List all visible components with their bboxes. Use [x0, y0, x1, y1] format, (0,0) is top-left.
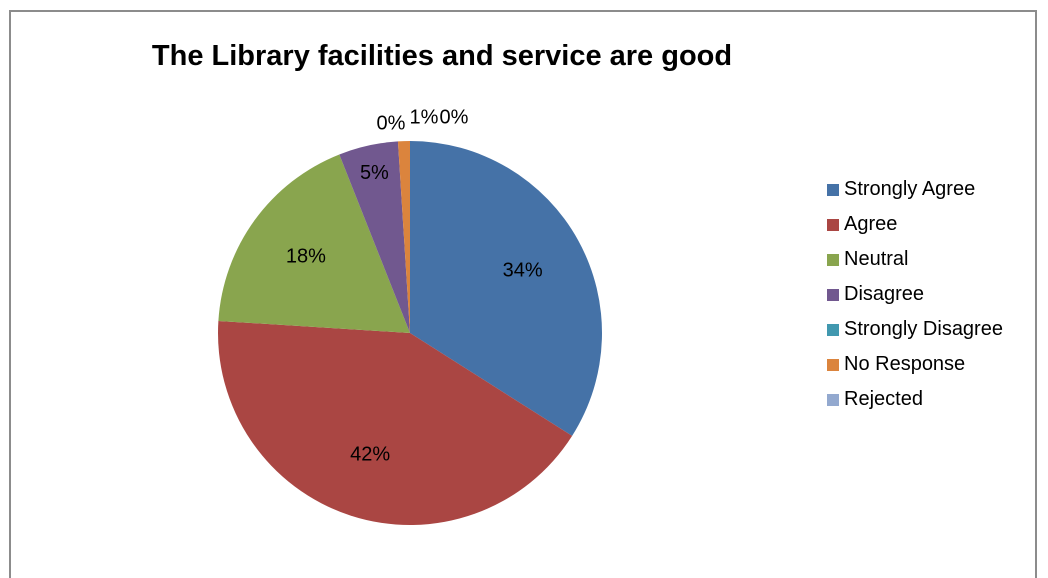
legend-swatch-rejected: [827, 393, 839, 406]
legend-label-neutral: Neutral: [844, 248, 909, 270]
legend-item-neutral: Neutral: [827, 242, 1003, 277]
data-label-neutral: 18%: [286, 246, 326, 268]
data-label-agree: 42%: [350, 444, 390, 466]
legend-label-strongly-disagree: Strongly Disagree: [844, 318, 1003, 340]
legend-item-strongly-disagree: Strongly Disagree: [827, 312, 1003, 347]
data-label-strongly-disagree: 0%: [377, 112, 406, 134]
pie-slice-no-response: [397, 141, 410, 333]
data-label-disagree: 5%: [360, 162, 389, 184]
pie-slice-strongly-agree: [410, 141, 602, 436]
legend-swatch-neutral: [827, 253, 839, 266]
data-label-rejected: 0%: [440, 106, 469, 128]
legend-item-rejected: Rejected: [827, 382, 1003, 417]
legend-item-no-response: No Response: [827, 347, 1003, 382]
legend-swatch-disagree: [827, 288, 839, 301]
legend-label-rejected: Rejected: [844, 388, 923, 410]
legend-swatch-strongly-agree: [827, 183, 839, 196]
legend-label-no-response: No Response: [844, 353, 966, 375]
pie-slices: [218, 141, 602, 525]
legend-swatch-agree: [827, 218, 839, 231]
chart-title: The Library facilities and service are g…: [151, 40, 733, 72]
pie-data-labels: 34% 42% 18% 5% 0% 1% 0%: [286, 106, 543, 465]
pie-slice-neutral: [218, 154, 410, 333]
pie-slice-disagree: [339, 141, 410, 333]
pie-slice-agree: [218, 320, 573, 525]
data-label-strongly-agree: 34%: [503, 259, 543, 281]
legend-label-agree: Agree: [844, 213, 898, 235]
legend-swatch-strongly-disagree: [827, 323, 839, 336]
legend-label-disagree: Disagree: [844, 283, 925, 305]
legend-item-strongly-agree: Strongly Agree: [827, 172, 1003, 207]
legend-label-strongly-agree: Strongly Agree: [844, 178, 976, 200]
legend-swatch-no-response: [827, 358, 839, 371]
data-label-no-response: 1%: [410, 106, 439, 128]
legend-item-disagree: Disagree: [827, 277, 1003, 312]
chart-legend: Strongly Agree Agree Neutral Disagree Strong…: [827, 172, 1003, 417]
legend-item-agree: Agree: [827, 207, 1003, 242]
